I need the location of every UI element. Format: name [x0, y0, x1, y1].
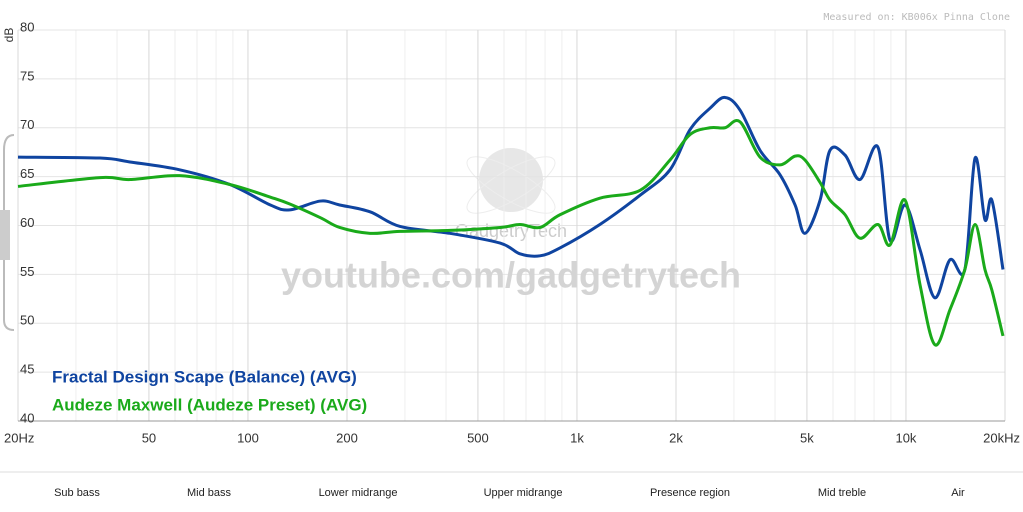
x-tick-label: 5k [800, 430, 814, 445]
x-tick-label: 100 [237, 430, 259, 445]
logo-circle [479, 148, 543, 212]
y-tick-label: 60 [20, 215, 34, 230]
fr-curve [17, 95, 1005, 300]
x-tick-label: 500 [467, 430, 489, 445]
legend-entry: Fractal Design Scape (Balance) (AVG) [52, 367, 357, 386]
y-tick-label: 40 [20, 410, 34, 425]
band-label: Lower midrange [319, 487, 398, 499]
y-tick-label: 65 [20, 166, 34, 181]
x-tick-label: 20Hz [4, 430, 34, 445]
measurement-note: Measured on: KB006x Pinna Clone [823, 12, 1010, 23]
band-label: Air [951, 487, 965, 499]
legend-entry: Audeze Maxwell (Audeze Preset) (AVG) [52, 395, 367, 414]
y-axis-label: dB [2, 28, 16, 43]
y-tick-label: 80 [20, 19, 34, 34]
x-tick-label: 20kHz [983, 430, 1020, 445]
x-tick-label: 50 [142, 430, 156, 445]
y-tick-label: 50 [20, 313, 34, 328]
y-tick-label: 70 [20, 117, 34, 132]
x-tick-label: 2k [669, 430, 683, 445]
band-label: Presence region [650, 487, 730, 499]
watermark: youtube.com/gadgetrytech [281, 255, 741, 296]
y-tick-label: 45 [20, 362, 34, 377]
band-label: Mid bass [187, 487, 232, 499]
y-tick-label: 75 [20, 68, 34, 83]
y-tick-label: 55 [20, 264, 34, 279]
fr-curve [17, 119, 1005, 347]
band-label: Upper midrange [484, 487, 563, 499]
band-label: Mid treble [818, 487, 866, 499]
x-tick-label: 200 [336, 430, 358, 445]
x-tick-label: 10k [895, 430, 916, 445]
band-label: Sub bass [54, 487, 100, 499]
x-tick-label: 1k [570, 430, 584, 445]
slider-handle [0, 210, 10, 260]
